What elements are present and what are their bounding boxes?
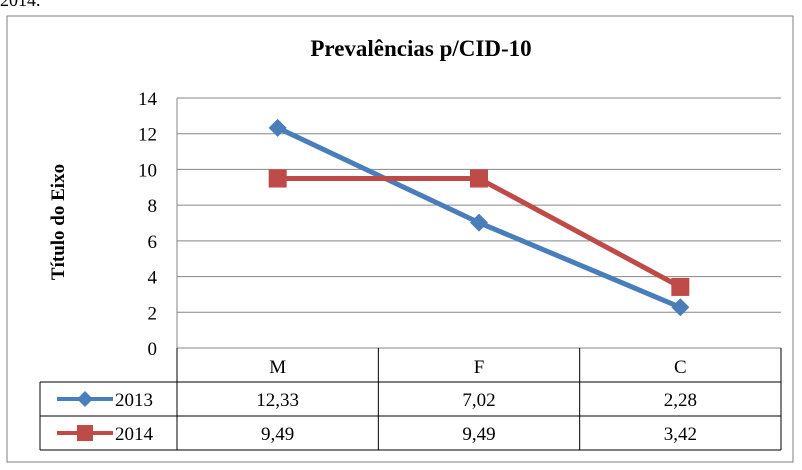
y-tick-label: 6 [148,232,158,253]
table-value-cell: 12,33 [256,390,299,411]
y-tick-label: 10 [138,160,157,181]
gridlines [176,97,781,349]
table-value-cell: 7,02 [462,390,495,411]
data-point-2013 [470,213,488,232]
series-layer [268,118,690,317]
legend-marker-2014 [77,425,93,441]
y-tick-label: 14 [138,89,158,110]
data-point-2013 [268,118,287,137]
y-tick-label: 2 [148,303,158,324]
chart-title: Prevalências p/CID-10 [310,36,531,61]
data-table: M F C 2013 12,33 7,02 2,28 2014 9,49 9,49 3,42 [39,348,782,451]
table-value-cell: 2,28 [664,390,697,411]
data-point-2014 [268,169,287,188]
x-category-label: C [674,357,687,378]
y-tick-label: 12 [138,125,157,146]
data-point-2014 [671,277,690,296]
legend-label-2014: 2014 [115,424,154,445]
legend-marker-2013 [77,391,93,407]
data-point-2014 [470,169,488,188]
y-axis-title: Título do Eixo [48,164,69,280]
table-value-cell: 9,49 [462,424,495,445]
x-category-label: M [269,357,286,378]
caption-fragment: 2014. [0,0,41,10]
y-tick-label: 8 [148,196,158,217]
table-value-cell: 9,49 [261,424,294,445]
data-point-2013 [671,298,690,317]
chart-border [6,15,794,463]
y-axis-ticks: 0 2 4 6 8 10 12 14 [138,89,158,360]
y-tick-label: 4 [148,268,158,289]
legend-label-2013: 2013 [115,390,153,411]
x-category-label: F [474,357,485,378]
y-tick-label: 0 [148,339,158,360]
table-value-cell: 3,42 [664,424,697,445]
